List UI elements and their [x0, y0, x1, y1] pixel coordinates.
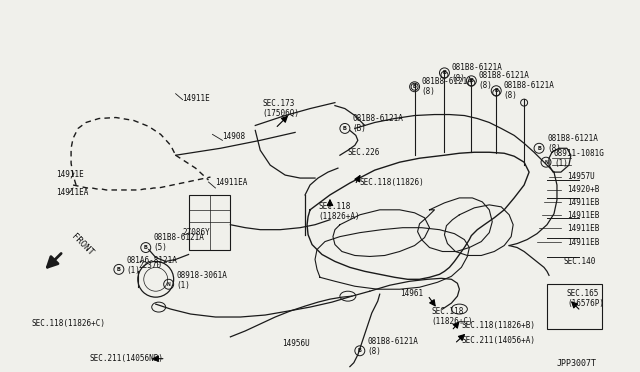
- Text: B: B: [494, 88, 498, 93]
- Text: 081B8-6121A
(8): 081B8-6121A (8): [547, 134, 598, 153]
- Text: 14920+B: 14920+B: [567, 185, 599, 194]
- Text: SEC.118(11826+C): SEC.118(11826+C): [31, 319, 105, 328]
- Text: (16576P): (16576P): [567, 299, 604, 308]
- Text: 27086Y: 27086Y: [182, 228, 211, 237]
- Text: 14911EA: 14911EA: [216, 178, 248, 187]
- Text: B: B: [358, 348, 362, 353]
- Text: 081B8-6121A
(8): 081B8-6121A (8): [422, 77, 472, 96]
- Text: SEC.118(11826): SEC.118(11826): [360, 178, 424, 187]
- Text: 14957U: 14957U: [567, 172, 595, 181]
- Text: SEC.211(14056NB): SEC.211(14056NB): [89, 354, 163, 363]
- Text: B: B: [343, 126, 347, 131]
- Text: (11826+C): (11826+C): [431, 317, 473, 326]
- Text: 14911E: 14911E: [56, 170, 84, 179]
- Text: JPP3007T: JPP3007T: [557, 359, 596, 368]
- FancyBboxPatch shape: [547, 284, 602, 329]
- Text: 081B8-6121A
(8): 081B8-6121A (8): [503, 81, 554, 100]
- FancyBboxPatch shape: [189, 195, 230, 250]
- Text: B: B: [144, 245, 148, 250]
- Text: SEC.118(11826+B): SEC.118(11826+B): [461, 321, 536, 330]
- Text: 14911EB: 14911EB: [567, 211, 599, 220]
- Text: B: B: [443, 70, 446, 76]
- Text: SEC.173: SEC.173: [262, 99, 294, 108]
- Text: 14908: 14908: [223, 132, 246, 141]
- Text: (11826+A): (11826+A): [318, 212, 360, 221]
- Text: 14911E: 14911E: [182, 94, 211, 103]
- Text: 22370: 22370: [139, 262, 162, 270]
- Text: N: N: [167, 282, 170, 287]
- Text: SEC.211(14056+A): SEC.211(14056+A): [461, 336, 536, 345]
- Text: N: N: [544, 160, 548, 165]
- Text: SEC.118: SEC.118: [318, 202, 350, 211]
- Text: 081B8-6121A
(5): 081B8-6121A (5): [154, 233, 205, 252]
- Text: 08911-1081G
(1): 08911-1081G (1): [554, 148, 605, 168]
- Text: 14911EB: 14911EB: [567, 224, 599, 233]
- Text: 081B8-6121A
(8): 081B8-6121A (8): [368, 337, 419, 356]
- Text: (17506Q): (17506Q): [262, 109, 300, 118]
- Text: B: B: [470, 78, 473, 83]
- Text: 14956U: 14956U: [282, 339, 310, 348]
- Text: SEC.165: SEC.165: [567, 289, 599, 298]
- Text: SEC.226: SEC.226: [348, 148, 380, 157]
- Text: 081B8-6121A
(B): 081B8-6121A (B): [353, 114, 404, 133]
- Text: 14961: 14961: [399, 289, 423, 298]
- Text: SEC.140: SEC.140: [564, 257, 596, 266]
- Text: 08918-3061A
(1): 08918-3061A (1): [177, 270, 227, 290]
- Text: FRONT: FRONT: [69, 232, 95, 257]
- Text: 14911EB: 14911EB: [567, 198, 599, 207]
- Text: 081B8-6121A
(8): 081B8-6121A (8): [451, 63, 502, 83]
- Text: B: B: [117, 267, 121, 272]
- Text: 081B8-6121A
(8): 081B8-6121A (8): [478, 71, 529, 90]
- Text: SEC.118: SEC.118: [431, 307, 464, 316]
- Text: B: B: [413, 84, 417, 89]
- Text: 14911EA: 14911EA: [56, 188, 88, 197]
- Text: 14911EB: 14911EB: [567, 238, 599, 247]
- Text: 081A6-8121A
(1): 081A6-8121A (1): [127, 256, 178, 275]
- Text: B: B: [537, 146, 541, 151]
